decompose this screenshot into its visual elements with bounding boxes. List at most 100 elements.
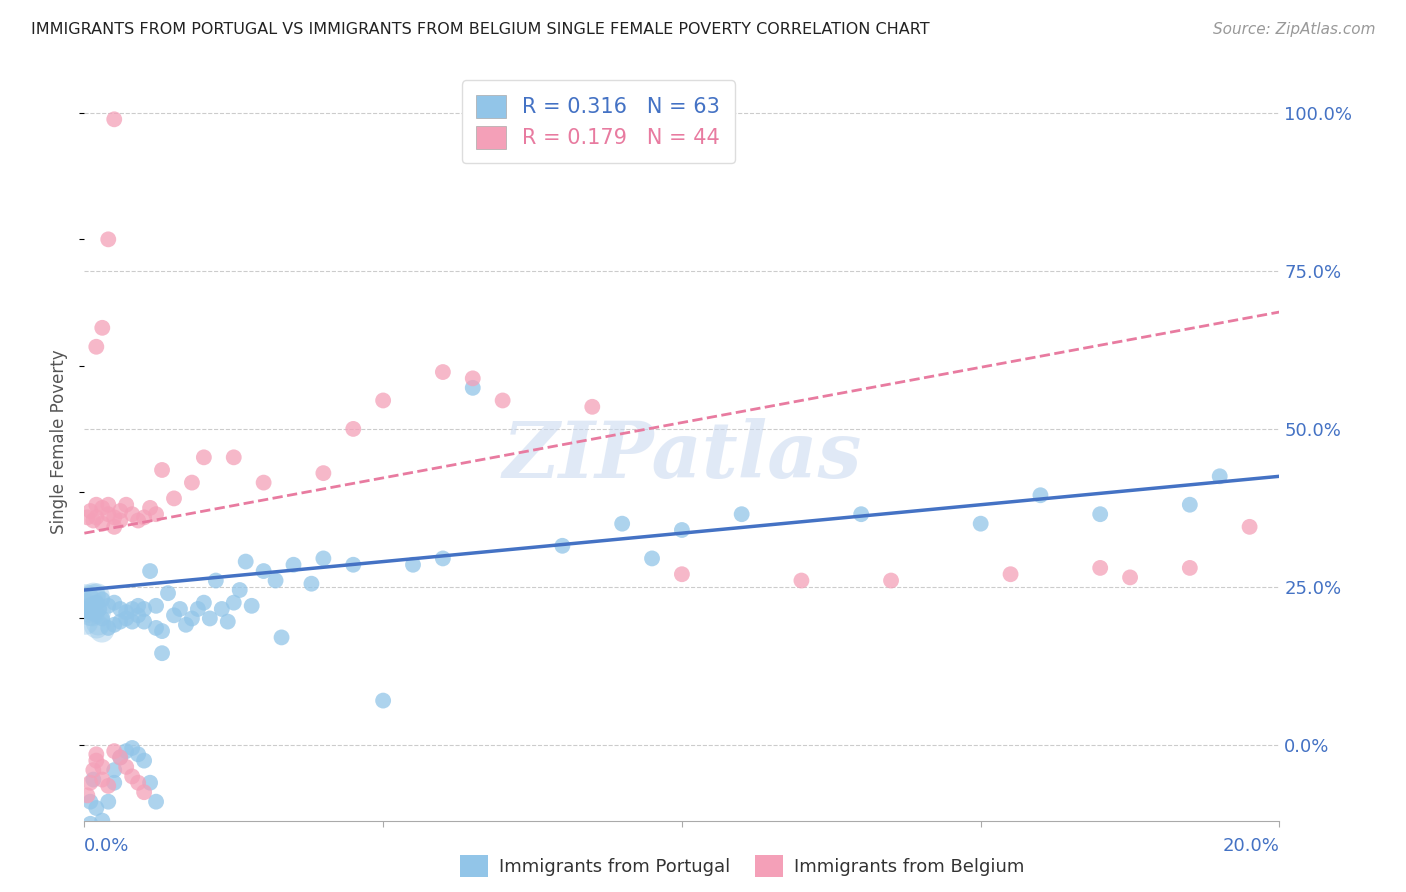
Point <box>103 744 125 758</box>
Point <box>181 611 204 625</box>
Point <box>612 516 634 531</box>
Point <box>79 605 101 619</box>
Point <box>97 779 120 793</box>
Point <box>132 754 156 768</box>
Point <box>121 602 143 616</box>
Point <box>253 564 276 578</box>
Point <box>79 607 101 621</box>
Point <box>82 772 104 787</box>
Point <box>139 564 162 578</box>
Point <box>432 365 454 379</box>
Point <box>132 510 156 524</box>
Point <box>145 621 167 635</box>
Point <box>851 507 873 521</box>
Point <box>132 615 156 629</box>
Point <box>1178 561 1201 575</box>
Point <box>121 615 143 629</box>
Point <box>1178 498 1201 512</box>
Point <box>880 574 903 588</box>
Point <box>86 340 108 354</box>
Point <box>139 500 162 515</box>
Point <box>121 769 143 783</box>
Point <box>193 450 215 465</box>
Point <box>110 602 132 616</box>
Point <box>1119 570 1142 584</box>
Point <box>342 422 364 436</box>
Point <box>75 599 97 613</box>
Bar <box>755 855 783 877</box>
Point <box>110 615 132 629</box>
Point <box>581 400 603 414</box>
Point <box>97 507 120 521</box>
Point <box>402 558 425 572</box>
Point <box>127 608 149 623</box>
Point <box>1239 520 1261 534</box>
Point <box>205 574 228 588</box>
Point <box>89 602 111 616</box>
Point <box>127 599 149 613</box>
Point <box>97 599 120 613</box>
Point <box>97 830 120 844</box>
Point <box>110 750 132 764</box>
Point <box>671 523 693 537</box>
Point <box>86 596 108 610</box>
Point <box>86 510 108 524</box>
Point <box>77 603 100 617</box>
Point <box>82 607 104 621</box>
Point <box>79 504 101 518</box>
Point <box>187 602 209 616</box>
Point <box>127 776 149 790</box>
Point <box>150 463 173 477</box>
Point <box>103 617 125 632</box>
Point <box>103 520 125 534</box>
Point <box>97 621 120 635</box>
Point <box>87 604 110 618</box>
Point <box>1029 488 1052 502</box>
Point <box>91 516 114 531</box>
Point <box>76 602 98 616</box>
Point <box>492 393 515 408</box>
Point <box>373 693 395 707</box>
Point <box>145 795 167 809</box>
Point <box>82 588 104 602</box>
Point <box>75 590 97 604</box>
Point <box>150 624 173 639</box>
Point <box>76 836 98 850</box>
Point <box>115 611 138 625</box>
Point <box>91 611 114 625</box>
Y-axis label: Single Female Poverty: Single Female Poverty <box>51 350 69 533</box>
Text: IMMIGRANTS FROM PORTUGAL VS IMMIGRANTS FROM BELGIUM SINGLE FEMALE POVERTY CORREL: IMMIGRANTS FROM PORTUGAL VS IMMIGRANTS F… <box>31 22 929 37</box>
Point <box>1090 507 1112 521</box>
Point <box>198 611 221 625</box>
Point <box>86 498 108 512</box>
Point <box>103 596 125 610</box>
Point <box>87 615 110 630</box>
Point <box>551 539 574 553</box>
Point <box>228 582 252 597</box>
Point <box>145 599 167 613</box>
Point <box>86 801 108 815</box>
Point <box>103 763 125 777</box>
Point <box>461 381 484 395</box>
Point <box>253 475 276 490</box>
Point <box>211 602 233 616</box>
Point <box>82 599 104 613</box>
Point <box>132 602 156 616</box>
Text: Source: ZipAtlas.com: Source: ZipAtlas.com <box>1212 22 1375 37</box>
Point <box>373 393 395 408</box>
Point <box>222 596 245 610</box>
Point <box>121 507 143 521</box>
Point <box>301 576 323 591</box>
Point <box>90 623 112 637</box>
Point <box>91 760 114 774</box>
Text: 20.0%: 20.0% <box>1223 838 1279 855</box>
Point <box>181 475 204 490</box>
Point <box>1000 567 1022 582</box>
Point <box>671 567 693 582</box>
Point <box>86 589 108 603</box>
Point <box>79 817 101 831</box>
Point <box>91 836 114 850</box>
Point <box>641 551 664 566</box>
Legend: R = 0.316   N = 63, R = 0.179   N = 44: R = 0.316 N = 63, R = 0.179 N = 44 <box>461 80 735 163</box>
Text: Immigrants from Belgium: Immigrants from Belgium <box>794 858 1025 876</box>
